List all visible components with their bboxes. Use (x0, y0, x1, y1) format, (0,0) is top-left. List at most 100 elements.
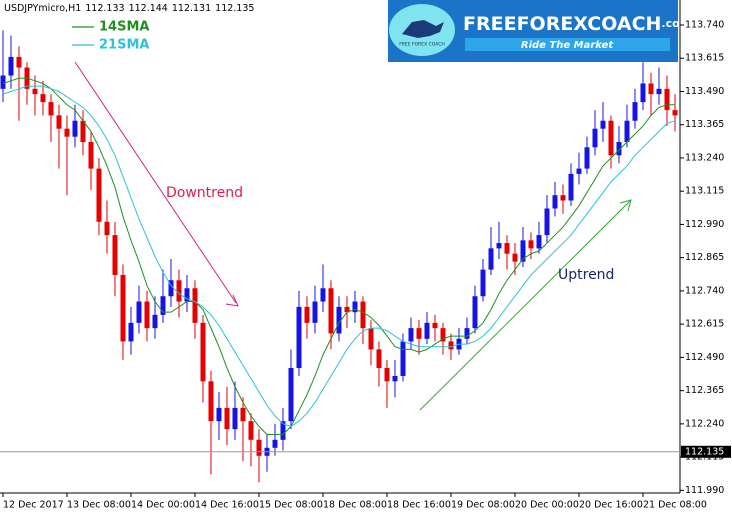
candle-body (608, 120, 614, 156)
candle-body (480, 269, 486, 297)
candle-body (544, 208, 550, 236)
candle-body (520, 240, 526, 262)
y-tick-label: 113.365 (685, 119, 724, 130)
candle-body (224, 407, 230, 430)
candle-body (440, 328, 446, 342)
candle-body (632, 102, 638, 121)
candle-body (496, 243, 502, 249)
candle-body (72, 120, 78, 137)
candle-body (312, 301, 318, 323)
candle-body (424, 322, 430, 339)
x-tick-label: 21 Dec 08:00 (643, 500, 707, 511)
candle-body (272, 439, 278, 448)
candle-body (40, 94, 46, 103)
candle-body (128, 322, 134, 342)
candle-body (560, 195, 566, 201)
candle-body (248, 421, 254, 440)
y-tick-label: 112.365 (685, 385, 724, 396)
candle-body (648, 83, 654, 95)
x-tick-label: 18 Dec 16:00 (387, 500, 451, 511)
y-tick-label: 112.490 (685, 352, 724, 363)
y-tick-label: 112.740 (685, 285, 724, 296)
x-tick-label: 14 Dec 16:00 (195, 500, 259, 511)
header-value: 112.133 (85, 3, 125, 14)
downtrend-label: Downtrend (166, 185, 243, 201)
candle-body (384, 368, 390, 382)
candle-body (280, 421, 286, 440)
candle-body (112, 235, 118, 275)
downtrend-arrow (74, 61, 237, 304)
candle-body (448, 341, 454, 350)
y-tick-label: 112.240 (685, 418, 724, 429)
candle-body (656, 88, 662, 95)
y-tick-label: 113.240 (685, 152, 724, 163)
candle-body (592, 128, 598, 148)
candle-body (416, 328, 422, 339)
symbol-header: USDJPYmicro,H1 112.133 112.144 112.131 112.1… (4, 3, 258, 14)
candle-body (208, 381, 214, 422)
y-tick-label: 111.990 (685, 485, 724, 496)
y-tick-label: 113.615 (685, 53, 724, 64)
candle-body (528, 240, 534, 249)
sma-line (2, 77, 675, 435)
candle-body (584, 147, 590, 169)
x-tick-label: 14 Dec 00:00 (131, 500, 195, 511)
candle-body (16, 56, 22, 68)
x-tick-label: 12 Dec 2017 (3, 500, 64, 511)
logo-badge-text: FREE FOREX COACH (399, 42, 445, 48)
current-price-box (681, 445, 731, 458)
candle-body (320, 288, 326, 302)
candle-body (408, 328, 414, 342)
x-tick-label: 20 Dec 00:00 (515, 500, 579, 511)
candle-body (512, 253, 518, 262)
symbol: USDJPYmicro,H1 (4, 3, 82, 14)
candle-body (256, 439, 262, 456)
candle-body (96, 168, 102, 222)
logo-domain: .com (661, 17, 691, 30)
candle-body (168, 280, 174, 297)
candle-body (136, 301, 142, 323)
candle-body (504, 243, 510, 254)
candle-body (80, 120, 86, 142)
x-tick-label: 13 Dec 08:00 (67, 500, 131, 511)
y-tick-label: 113.115 (685, 186, 724, 197)
candle-body (160, 296, 166, 315)
logo-tagline: Ride The Market (521, 40, 614, 51)
logo-banner (465, 38, 670, 51)
candle-body (552, 195, 558, 209)
candle-body (32, 88, 38, 95)
candle-body (568, 173, 574, 201)
logo-title-main: FREEFOREXCOACH (463, 13, 661, 35)
x-tick-label: 19 Dec 08:00 (451, 500, 515, 511)
candle-body (344, 306, 350, 313)
candle-body (152, 314, 158, 329)
candle-body (432, 322, 438, 329)
header-value: 112.144 (128, 3, 168, 14)
legend-label: 14SMA (99, 20, 149, 35)
y-tick-label: 113.740 (685, 19, 724, 30)
candle-body (64, 128, 70, 137)
candle-body (328, 288, 334, 334)
candle-body (192, 288, 198, 323)
candle-body (304, 306, 310, 323)
candle-body (144, 301, 150, 329)
uptrend-label: Uptrend (558, 267, 614, 283)
y-tick-label: 112.865 (685, 252, 724, 263)
candle-body (120, 274, 126, 342)
y-tick-label: 112.615 (685, 319, 724, 330)
candle-body (576, 168, 582, 174)
candle-body (464, 328, 470, 339)
candle-body (672, 110, 678, 116)
candle-body (336, 306, 342, 334)
x-tick-label: 15 Dec 08:00 (259, 500, 323, 511)
candle-body (400, 341, 406, 376)
x-tick-label: 20 Dec 16:00 (579, 500, 643, 511)
uptrend-arrowhead (619, 199, 632, 212)
candle-body (392, 375, 398, 382)
candle-body (184, 288, 190, 302)
candle-body (0, 75, 6, 89)
candle-body (472, 296, 478, 329)
candle-body (616, 141, 622, 156)
